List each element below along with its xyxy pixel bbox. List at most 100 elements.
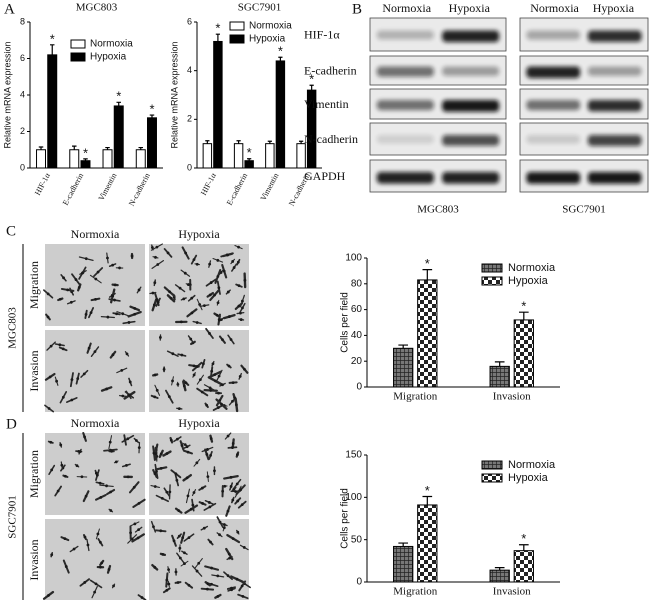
error-bar [278,56,283,61]
error-bar [138,146,144,150]
y-axis-label: Relative mRNA expression [169,41,179,148]
blot-strip [369,122,507,156]
bar [80,160,91,169]
error-bar [398,344,409,349]
x-tick-label: Invasion [493,391,531,403]
y-axis-label: Relative mRNA expression [2,41,12,148]
significance-mark: * [521,299,526,314]
y-tick-label: 50 [351,534,363,545]
error-bar [49,44,55,55]
legend-label: Hypoxia [90,52,127,63]
bar [202,143,213,169]
micrograph [149,432,249,517]
legend-label: Hypoxia [508,472,549,484]
blot-strip [519,122,649,156]
bar [513,319,534,388]
significance-mark: * [215,21,220,36]
error-bar [298,140,304,144]
y-tick-label: 0 [20,162,25,172]
legend-swatch [70,39,86,49]
error-bar [83,158,88,161]
bar [233,143,244,169]
legend-swatch [229,21,245,31]
y-tick-label: 150 [345,450,362,461]
y-tick-label: 20 [351,356,363,367]
protein-label: N-cadherin [304,132,358,146]
bar [393,347,414,388]
y-tick-label: 2 [20,126,25,136]
error-bar [116,101,121,106]
column-header: Normoxia [71,416,120,430]
micrograph [45,431,146,515]
bar [244,160,254,169]
micrograph [44,330,145,413]
micrograph [149,327,249,413]
y-tick-label: 4 [187,65,192,75]
legend-label: Hypoxia [508,275,549,287]
y-tick-label: 100 [345,492,362,503]
significance-mark: * [278,44,283,59]
chart-title: MGC803 [76,2,118,14]
legend-swatch [481,473,503,483]
bar [417,279,438,388]
cell-line-label: MGC803 [417,204,459,216]
bar [102,149,113,169]
error-bar [267,140,272,144]
bar [113,105,124,169]
cell-line-label: SGC7901 [7,495,19,538]
lane-header: Hypoxia [593,1,635,15]
lane-header: Normoxia [382,1,431,15]
blot-strip [519,17,649,52]
panel-label: B [352,1,362,17]
x-tick-label: Vimentin [97,172,119,203]
bar [513,550,534,583]
bar [275,60,286,169]
micrograph [43,244,145,326]
legend-swatch [70,52,86,62]
x-tick-label: HIF-1α [199,171,218,197]
micrograph [42,519,147,600]
bar [213,40,223,169]
error-bar [205,140,210,144]
micrograph [149,243,249,326]
y-tick-label: 100 [345,253,362,264]
x-tick-label: E-cadherin [225,172,249,207]
bar [47,54,58,169]
significance-mark: * [425,256,430,271]
y-axis-label: Cells per field [340,292,351,353]
legend-label: Normoxia [249,21,292,32]
x-tick-label: Migration [393,586,437,598]
column-header: Hypoxia [178,227,220,241]
y-tick-label: 0 [187,162,192,172]
error-bar [518,311,529,320]
error-bar [72,145,77,150]
row-label: Migration [27,450,41,498]
error-bar [215,33,221,42]
panel-label: D [6,416,17,432]
significance-mark: * [309,72,314,87]
bar [489,569,510,583]
error-bar [247,158,252,161]
significance-mark: * [50,31,55,46]
x-tick-label: Invasion [493,586,531,598]
protein-label: E-cadherin [304,63,357,77]
legend-swatch [481,460,503,470]
lane-header: Hypoxia [449,1,491,15]
bar [417,504,438,583]
legend-label: Hypoxia [249,34,286,45]
bar [489,365,510,388]
y-axis-label: Cells per field [340,488,351,549]
x-tick-label: HIF-1α [33,171,52,197]
cell-line-label: MGC803 [7,307,19,349]
row-label: Invasion [27,539,41,580]
blot-strip [519,88,649,120]
blot-strip [519,159,649,193]
micrograph [149,516,251,600]
significance-mark: * [247,145,252,160]
significance-mark: * [149,102,154,117]
significance-mark: * [83,145,88,160]
legend-label: Normoxia [508,459,556,471]
significance-mark: * [116,89,121,104]
error-bar [494,567,505,571]
